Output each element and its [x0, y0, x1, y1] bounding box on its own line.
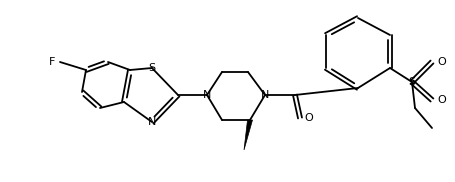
Text: O: O: [436, 95, 445, 105]
Text: F: F: [49, 57, 55, 67]
Text: N: N: [260, 90, 268, 100]
Polygon shape: [243, 120, 252, 150]
Text: S: S: [148, 63, 155, 73]
Text: N: N: [147, 117, 156, 127]
Text: O: O: [303, 113, 312, 123]
Text: S: S: [408, 77, 415, 87]
Text: N: N: [202, 90, 211, 100]
Text: O: O: [436, 57, 445, 67]
